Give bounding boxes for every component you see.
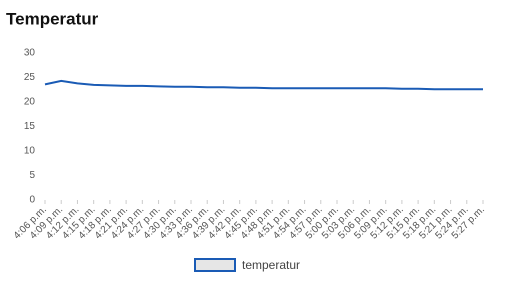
y-tick-label: 30: [24, 48, 36, 59]
data-line: [44, 79, 483, 91]
y-tick-label: 20: [24, 97, 36, 108]
y-tick-label: 10: [24, 146, 36, 157]
y-tick-label: 25: [24, 72, 36, 83]
y-tick-label: 15: [24, 121, 36, 132]
chart-title: Temperatur: [6, 9, 99, 28]
legend-label: temperatur: [242, 258, 300, 272]
legend-swatch: [194, 258, 236, 272]
y-tick-label: 0: [29, 195, 35, 206]
y-tick-label: 5: [29, 170, 35, 181]
